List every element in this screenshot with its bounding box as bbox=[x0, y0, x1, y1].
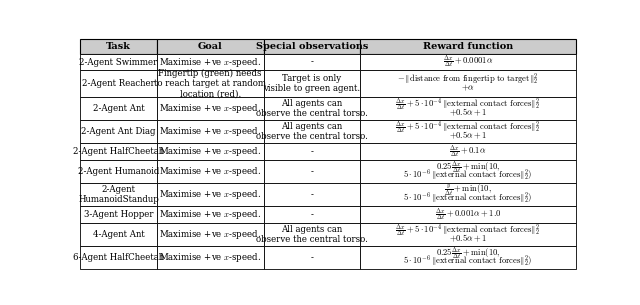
Bar bbox=[80, 39, 157, 54]
Text: $5 \cdot 10^{-6}\,\|\mathrm{external\ contact\ forces}\|_2^2)$: $5 \cdot 10^{-6}\,\|\mathrm{external\ co… bbox=[403, 168, 533, 183]
Text: Maximise +ve $x$-speed.: Maximise +ve $x$-speed. bbox=[159, 102, 261, 115]
Text: $\frac{y}{\Delta t} + \min(10,$: $\frac{y}{\Delta t} + \min(10,$ bbox=[444, 183, 492, 199]
Bar bbox=[80, 206, 157, 223]
Bar bbox=[80, 223, 157, 246]
Bar bbox=[80, 143, 157, 160]
Text: Maximise +ve $x$-speed.: Maximise +ve $x$-speed. bbox=[159, 188, 261, 201]
Text: -: - bbox=[310, 210, 314, 219]
Text: 4-Agent Ant: 4-Agent Ant bbox=[93, 230, 144, 239]
Text: $+\alpha$: $+\alpha$ bbox=[461, 83, 475, 93]
Text: Maximise +ve $x$-speed.: Maximise +ve $x$-speed. bbox=[159, 56, 261, 69]
Text: -: - bbox=[310, 147, 314, 156]
Bar bbox=[360, 206, 576, 223]
Bar bbox=[264, 54, 360, 70]
Bar bbox=[157, 97, 264, 120]
Bar bbox=[80, 97, 157, 120]
Text: $-\,\|\mathrm{distance\ from\ fingertip\ to\ target}\|_2^2$: $-\,\|\mathrm{distance\ from\ fingertip\… bbox=[397, 72, 539, 87]
Bar bbox=[80, 160, 157, 183]
Text: $\frac{\Delta x}{\Delta t} + 0.1\alpha$: $\frac{\Delta x}{\Delta t} + 0.1\alpha$ bbox=[449, 143, 487, 160]
Bar bbox=[360, 160, 576, 183]
Text: 3-Agent Hopper: 3-Agent Hopper bbox=[84, 210, 153, 219]
Text: Maximise +ve $x$-speed.: Maximise +ve $x$-speed. bbox=[159, 165, 261, 178]
Bar bbox=[80, 54, 157, 70]
Text: $5 \cdot 10^{-6}\,\|\mathrm{external\ contact\ forces}\|_2^2)$: $5 \cdot 10^{-6}\,\|\mathrm{external\ co… bbox=[403, 254, 533, 269]
Text: $0.25\frac{\Delta x}{\Delta t} + \min(10,$: $0.25\frac{\Delta x}{\Delta t} + \min(10… bbox=[436, 159, 500, 176]
Text: 2-Agent Swimmer: 2-Agent Swimmer bbox=[79, 58, 157, 66]
Text: 2-Agent Ant: 2-Agent Ant bbox=[93, 104, 144, 113]
Bar bbox=[157, 39, 264, 54]
Text: $+0.5\alpha + 1$: $+0.5\alpha + 1$ bbox=[449, 232, 487, 244]
Bar bbox=[360, 39, 576, 54]
Bar bbox=[360, 97, 576, 120]
Text: Target is only
visible to green agent.: Target is only visible to green agent. bbox=[263, 74, 360, 93]
Bar bbox=[157, 246, 264, 269]
Bar bbox=[80, 70, 157, 97]
Text: Special observations: Special observations bbox=[256, 42, 368, 51]
Text: Maximise +ve $x$-speed.: Maximise +ve $x$-speed. bbox=[159, 145, 261, 158]
Bar bbox=[80, 120, 157, 143]
Text: $\frac{\Delta x}{\Delta t} + 5 \cdot 10^{-4}\,\|\mathrm{external\ contact\ force: $\frac{\Delta x}{\Delta t} + 5 \cdot 10^… bbox=[396, 120, 541, 136]
Bar bbox=[264, 206, 360, 223]
Text: -: - bbox=[310, 58, 314, 66]
Text: $5 \cdot 10^{-6}\,\|\mathrm{external\ contact\ forces}\|_2^2)$: $5 \cdot 10^{-6}\,\|\mathrm{external\ co… bbox=[403, 191, 533, 206]
Text: Maximise +ve $x$-speed.: Maximise +ve $x$-speed. bbox=[159, 125, 261, 138]
Bar bbox=[360, 70, 576, 97]
Text: Fingertip (green) needs
to reach target at random
location (red).: Fingertip (green) needs to reach target … bbox=[154, 69, 266, 99]
Text: 2-Agent
HumanoidStandup: 2-Agent HumanoidStandup bbox=[78, 185, 159, 204]
Bar bbox=[157, 143, 264, 160]
Bar bbox=[264, 97, 360, 120]
Bar bbox=[360, 143, 576, 160]
Text: -: - bbox=[310, 190, 314, 199]
Text: Maximise +ve $x$-speed.: Maximise +ve $x$-speed. bbox=[159, 228, 261, 241]
Text: All agents can
observe the central torso.: All agents can observe the central torso… bbox=[256, 122, 368, 141]
Bar bbox=[157, 160, 264, 183]
Bar bbox=[157, 70, 264, 97]
Bar bbox=[157, 206, 264, 223]
Text: -: - bbox=[310, 253, 314, 262]
Bar bbox=[264, 183, 360, 206]
Bar bbox=[157, 183, 264, 206]
Text: $+0.5\alpha + 1$: $+0.5\alpha + 1$ bbox=[449, 130, 487, 141]
Text: $\frac{\Delta x}{\Delta t} + 5 \cdot 10^{-4}\,\|\mathrm{external\ contact\ force: $\frac{\Delta x}{\Delta t} + 5 \cdot 10^… bbox=[396, 222, 541, 239]
Text: $0.25\frac{\Delta x}{\Delta t} + \min(10,$: $0.25\frac{\Delta x}{\Delta t} + \min(10… bbox=[436, 245, 500, 262]
Text: Task: Task bbox=[106, 42, 131, 51]
Bar bbox=[264, 39, 360, 54]
Text: All agents can
observe the central torso.: All agents can observe the central torso… bbox=[256, 224, 368, 244]
Text: $\frac{\Delta x}{\Delta t} + 5 \cdot 10^{-4}\,\|\mathrm{external\ contact\ force: $\frac{\Delta x}{\Delta t} + 5 \cdot 10^… bbox=[396, 96, 541, 113]
Text: Reward function: Reward function bbox=[423, 42, 513, 51]
Text: 2-Agent Humanoid: 2-Agent Humanoid bbox=[77, 167, 159, 176]
Bar bbox=[264, 120, 360, 143]
Bar bbox=[360, 183, 576, 206]
Bar bbox=[264, 143, 360, 160]
Text: -: - bbox=[310, 167, 314, 176]
Text: 2-Agent Reacher: 2-Agent Reacher bbox=[82, 79, 155, 88]
Text: 6-Agent HalfCheetah: 6-Agent HalfCheetah bbox=[73, 253, 164, 262]
Bar bbox=[264, 160, 360, 183]
Bar bbox=[360, 120, 576, 143]
Text: 2-Agent HalfCheetah: 2-Agent HalfCheetah bbox=[73, 147, 164, 156]
Bar bbox=[157, 223, 264, 246]
Text: All agents can
observe the central torso.: All agents can observe the central torso… bbox=[256, 99, 368, 118]
Text: $\frac{\Delta x}{\Delta t} + 0.001\alpha + 1.0$: $\frac{\Delta x}{\Delta t} + 0.001\alpha… bbox=[435, 206, 502, 223]
Bar bbox=[80, 183, 157, 206]
Bar bbox=[264, 223, 360, 246]
Bar bbox=[157, 54, 264, 70]
Text: Maximise +ve $x$-speed.: Maximise +ve $x$-speed. bbox=[159, 251, 261, 264]
Text: $+0.5\alpha + 1$: $+0.5\alpha + 1$ bbox=[449, 107, 487, 118]
Text: $\frac{\Delta x}{\Delta t} + 0.0001\alpha$: $\frac{\Delta x}{\Delta t} + 0.0001\alph… bbox=[443, 54, 493, 70]
Text: Goal: Goal bbox=[198, 42, 223, 51]
Bar bbox=[157, 120, 264, 143]
Bar bbox=[80, 246, 157, 269]
Text: Maximise +ve $x$-speed.: Maximise +ve $x$-speed. bbox=[159, 208, 261, 221]
Bar bbox=[360, 54, 576, 70]
Bar bbox=[360, 223, 576, 246]
Bar bbox=[360, 246, 576, 269]
Text: 2-Agent Ant Diag: 2-Agent Ant Diag bbox=[81, 127, 156, 136]
Bar bbox=[264, 70, 360, 97]
Bar bbox=[264, 246, 360, 269]
